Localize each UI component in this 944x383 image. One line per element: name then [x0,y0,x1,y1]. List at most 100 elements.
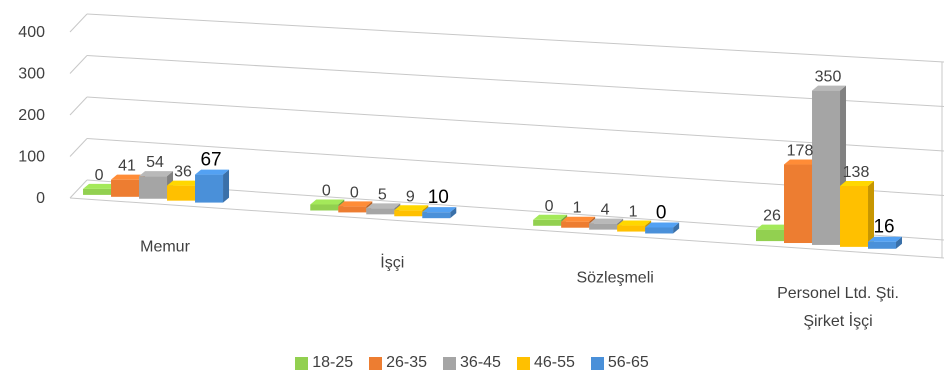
gridline-side [69,96,88,116]
legend-item: 18-25 [295,354,353,372]
bar-top [139,171,174,177]
data-label: 67 [200,150,221,171]
bar-side [868,181,875,247]
bar-top [167,180,202,186]
data-label: 54 [146,154,164,171]
bar [589,223,618,230]
bar [195,174,224,203]
bar [840,186,869,247]
data-label: 36 [174,164,192,181]
legend-swatch [295,356,309,370]
bar-top [310,199,345,205]
bars [83,85,903,249]
bar-top [617,220,652,226]
data-label: 0 [322,182,331,199]
category-label: Şirket İşçi [803,311,872,330]
bar [394,210,423,217]
floor-edge [69,197,944,259]
y-tick-label: 100 [18,149,45,166]
bar-top [394,205,429,211]
bar-top [756,224,791,230]
bar-side [896,236,903,249]
data-label: 0 [656,202,667,223]
bar [83,188,112,195]
bar [868,241,897,249]
legend-swatch [516,356,530,370]
bar-top [195,169,230,175]
data-label: 350 [815,69,842,86]
legend-label: 46-55 [533,354,575,371]
legend-item: 46-55 [516,354,575,372]
bar [645,227,674,234]
legend-label: 18-25 [312,354,354,371]
category-label: Memur [140,239,190,256]
gridline-side [69,179,88,199]
legend: 18-25 26-35 36-45 46-55 56-65 [0,351,944,375]
gridline [86,96,944,152]
data-label: 0 [95,167,104,184]
bar [617,225,646,232]
y-tick-label: 300 [18,66,45,83]
bar [366,208,395,215]
category-label: Sözleşmeli [576,270,653,287]
data-label: 138 [843,164,870,181]
bar-top [561,216,596,222]
legend-swatch [369,356,383,370]
legend-item: 36-45 [443,354,501,372]
bar [561,221,590,228]
legend-label: 56-65 [607,354,649,371]
category-label: Personel Ltd. Şti. [777,285,899,302]
data-label: 9 [406,188,415,205]
data-label: 5 [378,186,387,203]
data-label: 41 [118,158,136,175]
data-label: 26 [763,208,781,225]
bar-top [111,174,146,180]
data-label: 1 [629,204,638,221]
bar-top [366,203,401,209]
bar-top [868,236,903,242]
legend-label: 26-35 [386,354,428,371]
gridline-side [69,138,88,157]
data-label: 178 [787,143,814,160]
data-label: 4 [601,202,610,219]
bar [756,229,785,242]
bar-top [645,222,680,228]
gridline-side [69,13,88,33]
bar-top [840,181,875,187]
bar-side [223,169,230,203]
data-label: 16 [873,217,894,238]
bar-top [338,201,373,207]
bar-top [812,85,847,91]
bar-top [422,207,457,213]
data-label: 10 [428,187,449,208]
bar [167,185,196,201]
legend-swatch [443,356,457,370]
bar [422,212,451,219]
legend-item: 26-35 [369,354,427,372]
data-label: 0 [545,198,554,215]
data-label: 1 [573,200,582,217]
bar-top [83,183,118,189]
bar [310,204,339,211]
bar [139,176,168,199]
legend-swatch [590,356,604,370]
bar-side [673,222,680,234]
bar-top [784,159,819,165]
gridline [86,13,944,63]
bar [338,206,367,213]
y-tick-label: 200 [18,107,45,124]
y-tick-label: 0 [36,190,45,207]
bar [533,219,562,226]
bar-side [450,207,457,219]
bar-top [533,214,568,220]
bar [812,90,841,245]
gridline [86,55,944,107]
legend-item: 56-65 [590,354,649,372]
category-label: İşçi [380,252,404,271]
y-tick-label: 400 [18,24,45,41]
gridline-side [69,55,88,74]
